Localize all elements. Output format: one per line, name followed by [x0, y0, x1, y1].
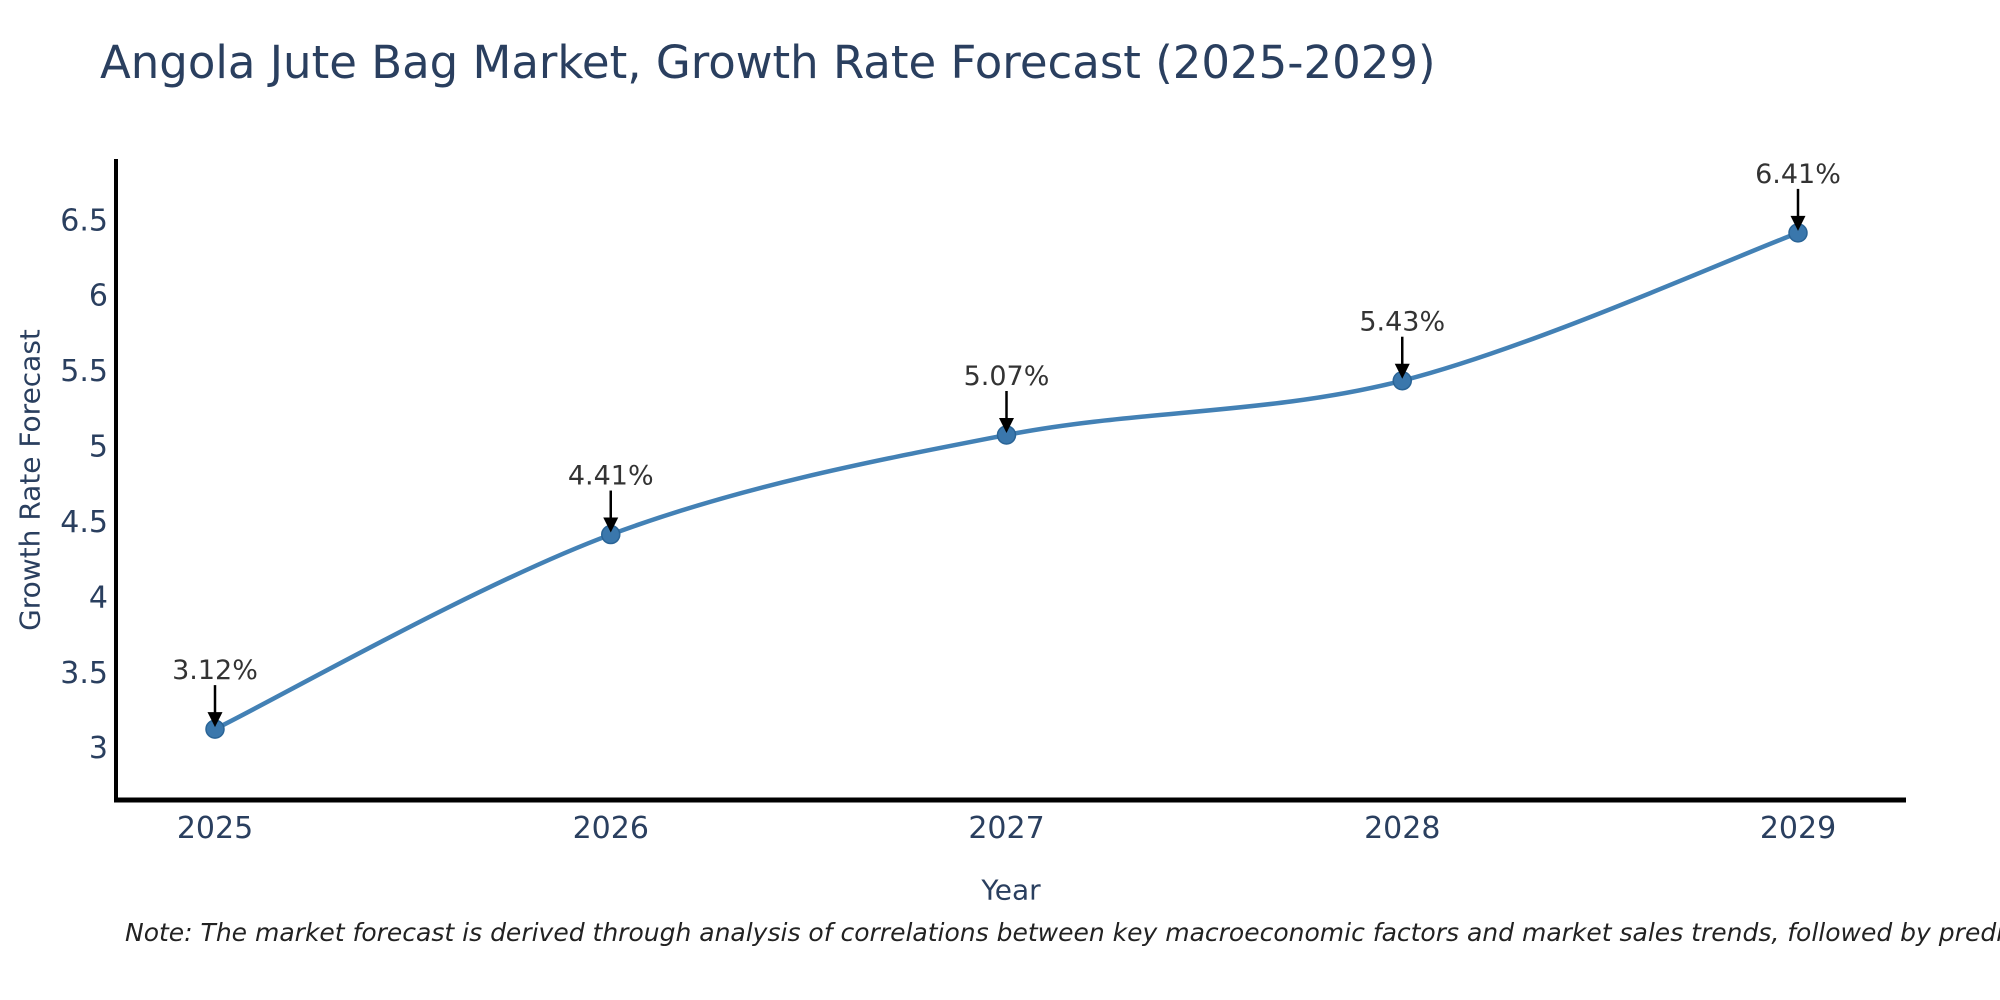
x-tick-label: 2026 — [573, 811, 649, 846]
annotation-arrowhead-icon — [1790, 215, 1806, 231]
y-tick-label: 4.5 — [60, 505, 108, 540]
y-axis-title: Growth Rate Forecast — [13, 329, 47, 631]
data-point-label: 3.12% — [172, 655, 258, 686]
y-tick-label: 5.5 — [60, 354, 108, 389]
annotation-arrowhead-icon — [603, 517, 619, 533]
annotation-arrowhead-icon — [1394, 363, 1410, 379]
annotation-arrowhead-icon — [207, 712, 223, 728]
annotation-arrowhead-icon — [999, 418, 1014, 434]
data-point-label: 6.41% — [1755, 159, 1841, 190]
y-tick-label: 6 — [89, 279, 108, 314]
x-tick-label: 2028 — [1364, 811, 1440, 846]
x-tick-label: 2029 — [1760, 811, 1836, 846]
forecast-line — [212, 230, 1801, 732]
footnote: Note: The market forecast is derived thr… — [125, 918, 2000, 947]
x-tick-label: 2025 — [177, 811, 253, 846]
y-tick-label: 3 — [89, 731, 108, 766]
data-point-label: 4.41% — [568, 461, 654, 492]
chart-title: Angola Jute Bag Market, Growth Rate Fore… — [100, 36, 1436, 89]
y-tick-label: 3.5 — [60, 656, 108, 691]
data-point-label: 5.43% — [1359, 307, 1445, 338]
y-tick-label: 5 — [89, 430, 108, 465]
y-tick-label: 6.5 — [60, 203, 108, 238]
x-tick-label: 2027 — [968, 811, 1044, 846]
y-tick-label: 4 — [89, 580, 108, 615]
x-axis-title: Year — [981, 873, 1041, 907]
data-point-label: 5.07% — [964, 361, 1050, 392]
